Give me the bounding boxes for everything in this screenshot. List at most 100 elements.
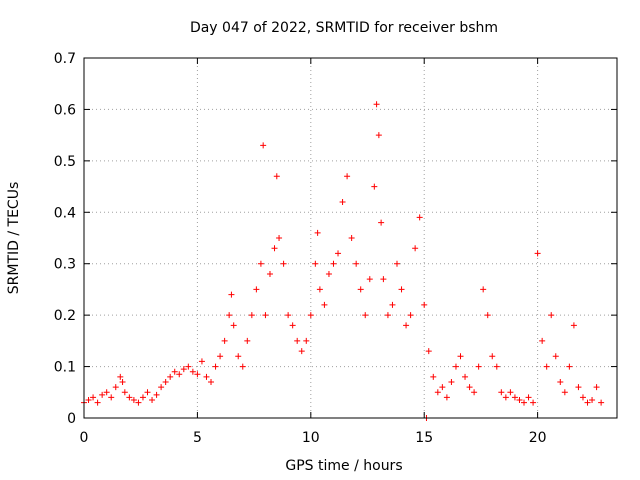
x-tick-label: 0 bbox=[80, 430, 89, 446]
data-point bbox=[389, 301, 396, 308]
data-point bbox=[307, 312, 314, 319]
y-tick-label: 0.5 bbox=[54, 154, 76, 170]
data-point bbox=[171, 368, 178, 375]
data-point bbox=[344, 173, 351, 180]
data-point bbox=[480, 286, 487, 293]
data-point bbox=[314, 229, 321, 236]
data-point bbox=[466, 384, 473, 391]
x-tick-label: 20 bbox=[529, 430, 547, 446]
data-point bbox=[425, 348, 432, 355]
data-point bbox=[335, 250, 342, 257]
data-point bbox=[498, 389, 505, 396]
data-point bbox=[253, 286, 260, 293]
data-point bbox=[593, 384, 600, 391]
data-point bbox=[493, 363, 500, 370]
data-points bbox=[81, 101, 605, 421]
data-point bbox=[502, 394, 509, 401]
x-tick-label: 10 bbox=[302, 430, 320, 446]
data-point bbox=[257, 260, 264, 267]
data-point bbox=[443, 394, 450, 401]
data-point bbox=[552, 353, 559, 360]
data-point bbox=[266, 271, 273, 277]
data-point bbox=[235, 353, 242, 360]
y-tick-label: 0 bbox=[67, 411, 76, 427]
data-point bbox=[244, 337, 251, 344]
data-point bbox=[348, 235, 355, 241]
y-tick-label: 0.3 bbox=[54, 257, 76, 273]
data-point bbox=[339, 199, 346, 205]
data-point bbox=[366, 276, 373, 283]
data-point bbox=[471, 389, 478, 396]
data-point bbox=[539, 337, 546, 344]
data-point bbox=[85, 397, 92, 403]
x-axis-label: GPS time / hours bbox=[285, 458, 402, 474]
data-point bbox=[153, 391, 160, 398]
data-point bbox=[103, 389, 110, 396]
data-point bbox=[575, 384, 582, 391]
data-point bbox=[566, 363, 573, 370]
chart-title: Day 047 of 2022, SRMTID for receiver bsh… bbox=[190, 20, 498, 36]
data-point bbox=[380, 276, 387, 283]
data-point bbox=[212, 363, 219, 370]
data-point bbox=[416, 214, 423, 221]
data-point bbox=[330, 260, 337, 267]
data-point bbox=[412, 245, 419, 252]
data-point bbox=[543, 363, 550, 370]
data-point bbox=[484, 312, 491, 319]
data-point bbox=[579, 394, 586, 401]
data-point bbox=[448, 379, 455, 385]
data-point bbox=[516, 397, 523, 403]
data-point bbox=[108, 394, 115, 401]
y-tick-label: 0.6 bbox=[54, 102, 76, 118]
data-point bbox=[375, 132, 382, 139]
data-point bbox=[525, 394, 532, 401]
data-point bbox=[248, 312, 255, 319]
data-point bbox=[316, 286, 323, 293]
data-point bbox=[507, 389, 514, 396]
data-point bbox=[548, 312, 555, 319]
data-point bbox=[112, 384, 119, 391]
data-point bbox=[176, 371, 183, 378]
data-point bbox=[475, 363, 482, 370]
data-point bbox=[99, 391, 106, 398]
data-point bbox=[530, 399, 537, 406]
data-point bbox=[570, 322, 577, 329]
data-point bbox=[221, 337, 228, 344]
data-point bbox=[403, 322, 410, 329]
data-point bbox=[117, 373, 124, 380]
data-point bbox=[189, 368, 196, 375]
data-point bbox=[289, 322, 296, 329]
data-point bbox=[130, 397, 137, 403]
data-point bbox=[489, 353, 496, 360]
data-point bbox=[421, 301, 428, 308]
data-point bbox=[162, 379, 169, 385]
data-point bbox=[194, 371, 201, 378]
data-point bbox=[208, 379, 215, 385]
tick-layer: 0 0.1 0.2 0.3 0.4 0.5 0.6 0.7 0 5 10 15 20 bbox=[54, 51, 617, 446]
data-point bbox=[557, 379, 564, 385]
data-point bbox=[262, 312, 269, 319]
data-point bbox=[271, 245, 278, 252]
data-point bbox=[398, 286, 405, 293]
plot-frame bbox=[83, 57, 618, 419]
data-point bbox=[230, 322, 237, 329]
data-point bbox=[303, 337, 310, 344]
data-point bbox=[312, 260, 319, 267]
data-point bbox=[384, 312, 391, 319]
data-point bbox=[273, 173, 280, 180]
data-point bbox=[198, 358, 205, 365]
data-point bbox=[203, 373, 210, 380]
data-point bbox=[353, 260, 360, 267]
data-point bbox=[589, 397, 596, 403]
data-point bbox=[158, 384, 165, 391]
data-point bbox=[378, 219, 385, 226]
data-point bbox=[511, 394, 518, 401]
data-point bbox=[276, 235, 283, 241]
data-point bbox=[561, 389, 568, 396]
data-point bbox=[407, 312, 414, 319]
data-point bbox=[598, 399, 605, 406]
data-point bbox=[362, 312, 369, 319]
data-point bbox=[126, 394, 133, 401]
data-point bbox=[217, 353, 224, 360]
